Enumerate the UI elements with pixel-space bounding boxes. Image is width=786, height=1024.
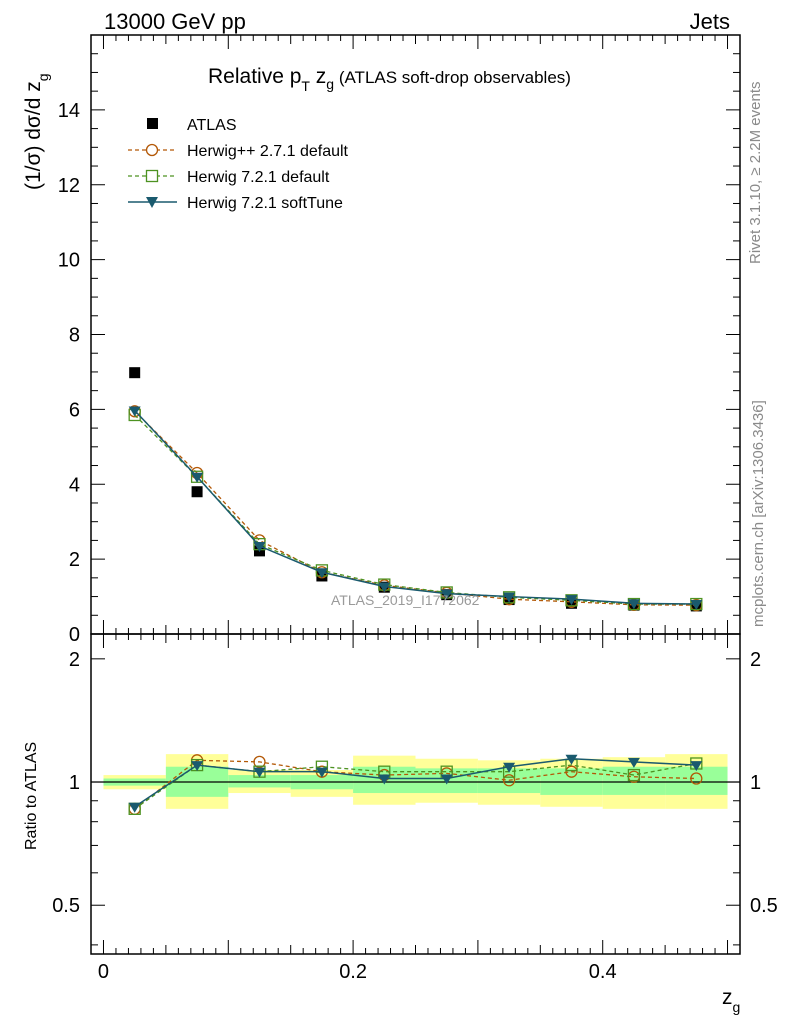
legend-marker-atlas: [147, 118, 158, 129]
y-tick-label: 2: [69, 549, 80, 571]
series-line-herwig721: [134, 414, 697, 605]
y-tick-label: 12: [58, 175, 80, 197]
x-tick-label: 0: [98, 961, 109, 983]
uncertainty-band-inner: [228, 775, 291, 788]
ratio-frame: [90, 633, 741, 955]
ratio-point-softtune: [565, 754, 578, 765]
data-point-softtune: [565, 595, 578, 606]
ratio-y-tick-label-right: 0.5: [750, 895, 778, 917]
main-ticks: 0 2 4 6 8 10 12 14: [58, 35, 740, 646]
plot-title-main: Relative p: [208, 65, 301, 88]
legend: ATLAS Herwig++ 2.7.1 default Herwig 7.2.…: [128, 117, 349, 212]
legend-entry-herwig721: Herwig 7.2.1 default: [128, 169, 330, 186]
data-point-softtune: [378, 582, 391, 593]
ratio-point-softtune: [378, 774, 391, 785]
ratio-point-softtune: [253, 767, 266, 778]
legend-label-softtune: Herwig 7.2.1 softTune: [187, 195, 343, 212]
y-tick-label: 4: [69, 474, 80, 496]
ratio-series: [128, 754, 703, 815]
ratio-y-tick-label: 0.5: [52, 895, 80, 917]
data-point-softtune: [253, 542, 266, 553]
x-axis-label: zg: [722, 986, 740, 1015]
y-tick-label: 14: [58, 100, 80, 122]
plot-title-tail: (ATLAS soft-drop observables): [334, 68, 571, 87]
series-line-herwigpp: [134, 410, 697, 606]
uncertainty-band-inner: [665, 766, 728, 795]
ratio-point-herwigpp: [565, 765, 578, 778]
legend-label-herwig721: Herwig 7.2.1 default: [187, 169, 330, 186]
y-tick-label: 10: [58, 250, 80, 272]
ratio-panel: 0.5 0.5 1 1 2 2 0 0.2 0.4: [52, 633, 778, 983]
y-axis-label: (1/σ) dσ/d zg: [22, 73, 51, 190]
ratio-point-softtune: [690, 761, 703, 772]
mcplots-label: mcplots.cern.ch [arXiv:1306.3436]: [750, 400, 767, 627]
ratio-point-softtune: [627, 757, 640, 768]
legend-marker-herwigpp: [145, 143, 159, 157]
ratio-y-tick-label-right: 2: [750, 649, 761, 671]
y-axis-label-main: (1/σ) dσ/d z: [22, 81, 45, 190]
plot-title-sub1: T: [301, 78, 310, 94]
data-point-atlas: [191, 486, 203, 498]
y-tick-label: 0: [69, 624, 80, 646]
legend-entry-atlas: ATLAS: [147, 117, 237, 134]
y-tick-label: 8: [69, 325, 80, 347]
data-point-softtune: [128, 406, 141, 417]
x-tick-label: 0.2: [339, 961, 367, 983]
legend-marker-softtune: [146, 197, 158, 208]
y-axis-label-sub: g: [35, 73, 51, 81]
ratio-y-tick-label: 1: [69, 772, 80, 794]
data-point-softtune: [315, 568, 328, 579]
x-axis-label-main: z: [722, 986, 733, 1009]
header-right: Jets: [690, 9, 730, 34]
rivet-label: Rivet 3.1.10, ≥ 2.2M events: [747, 82, 764, 265]
ratio-point-softtune: [440, 774, 453, 785]
ratio-line-herwigpp: [134, 759, 697, 810]
ratio-point-herwigpp: [502, 774, 516, 787]
legend-entry-softtune: Herwig 7.2.1 softTune: [128, 195, 343, 212]
ratio-point-softtune: [503, 762, 516, 773]
ratio-point-herwigpp: [690, 772, 703, 785]
data-point-softtune: [440, 589, 453, 600]
data-point-softtune: [503, 592, 516, 603]
ratio-point-softtune: [315, 767, 328, 778]
data-point-herwig721: [565, 594, 578, 607]
ratio-line-softtune: [134, 757, 697, 808]
plot-title-mid: z: [310, 65, 326, 88]
ratio-y-axis-label: Ratio to ATLAS: [23, 742, 40, 850]
x-axis-label-sub: g: [733, 999, 741, 1015]
ratio-point-softtune: [128, 802, 141, 813]
plot-title-sub2: g: [326, 76, 334, 92]
data-point-softtune: [690, 600, 703, 611]
ratio-ticks: 0.5 0.5 1 1 2 2 0 0.2 0.4: [52, 634, 778, 983]
ratio-point-softtune: [191, 761, 204, 772]
watermark-label: ATLAS_2019_I1772062: [331, 592, 480, 608]
ratio-point-herwigpp: [253, 755, 266, 769]
main-series: [128, 367, 703, 612]
legend-label-herwigpp: Herwig++ 2.7.1 default: [187, 143, 349, 160]
data-point-atlas: [129, 367, 141, 379]
header-left: 13000 GeV pp: [104, 9, 246, 34]
x-tick-label: 0.4: [589, 961, 617, 983]
ratio-y-tick-label-right: 1: [750, 772, 761, 794]
plot-title: Relative pT zg (ATLAS soft-drop observab…: [208, 65, 571, 94]
data-point-softtune: [191, 472, 204, 483]
series-line-softtune: [134, 409, 697, 605]
y-tick-label: 6: [69, 399, 80, 421]
legend-label-atlas: ATLAS: [187, 117, 237, 134]
legend-marker-herwig721: [145, 169, 159, 183]
ratio-y-tick-label: 2: [69, 649, 80, 671]
ratio-point-herwig721: [627, 768, 641, 782]
main-panel: 0 2 4 6 8 10 12 14: [58, 34, 741, 646]
legend-entry-herwigpp: Herwig++ 2.7.1 default: [128, 143, 349, 160]
data-point-softtune: [627, 599, 640, 610]
